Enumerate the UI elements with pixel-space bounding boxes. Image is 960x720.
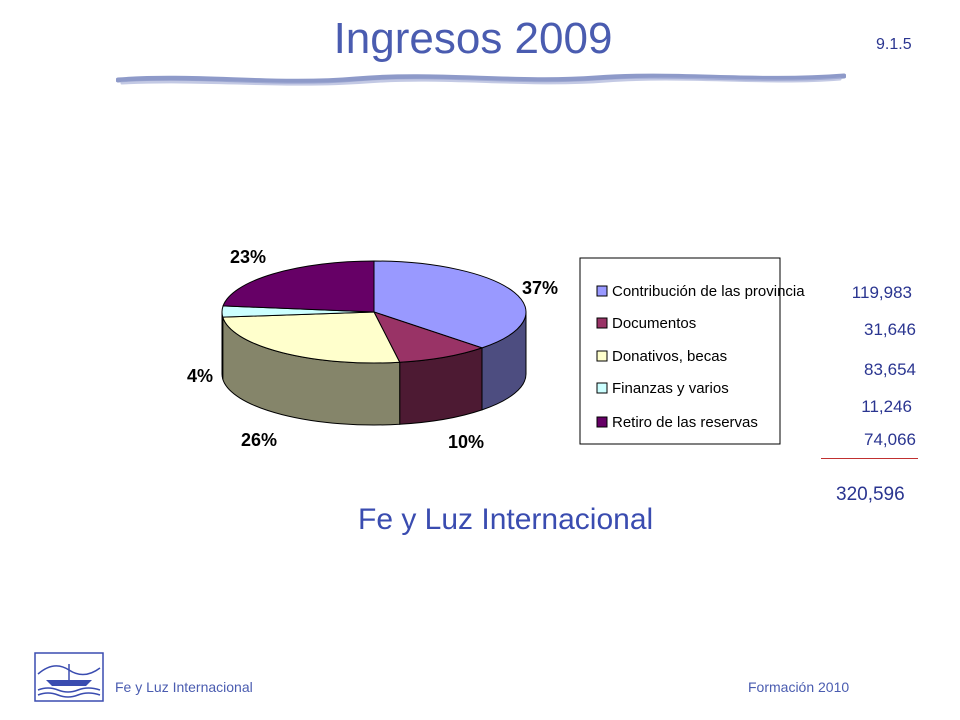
boat-logo-icon — [34, 652, 104, 702]
legend-swatch-3 — [596, 350, 608, 362]
percent-label-1: 37% — [522, 278, 558, 298]
legend-swatch-5 — [596, 416, 608, 428]
legend-swatch-2 — [596, 317, 608, 329]
chart-caption: Fe y Luz Internacional — [358, 503, 654, 536]
slice-side-4 — [221, 311, 224, 380]
pie-slice-3 — [222, 311, 401, 364]
value-label-2: 31,646 — [864, 320, 916, 339]
slide-number: 9.1.5 — [876, 36, 912, 53]
value-label-1: 119,983 — [851, 283, 912, 302]
legend-label-3: Donativos, becas — [612, 348, 727, 365]
percent-label-3: 26% — [241, 430, 277, 450]
legend-box — [579, 257, 781, 445]
percent-label-2: 10% — [448, 432, 484, 452]
legend-swatch-1 — [596, 285, 608, 297]
footer-course: Formación 2010 — [748, 679, 850, 695]
title-underline — [116, 73, 846, 86]
percent-labels: 37% 10% 26% 4% 23% — [187, 247, 558, 452]
value-label-4: 11,246 — [861, 397, 912, 416]
value-label-3: 83,654 — [864, 360, 916, 379]
total-underline — [821, 458, 918, 459]
percent-label-5: 23% — [230, 247, 266, 267]
pie-slice-1 — [373, 260, 527, 349]
legend: Contribución de las provincia Documentos D… — [596, 283, 805, 431]
legend-label-2: Documentos — [612, 315, 696, 332]
pie-slice-2 — [372, 311, 484, 363]
legend-label-1: Contribución de las provincia — [612, 283, 805, 300]
legend-label-5: Retiro de las reservas — [612, 414, 758, 431]
total-value: 320,596 — [836, 484, 905, 505]
value-label-5: 74,066 — [864, 430, 916, 449]
slide-title: Ingresos 2009 — [333, 14, 613, 63]
percent-label-4: 4% — [187, 366, 213, 386]
pie-slices — [221, 260, 527, 426]
legend-swatch-4 — [596, 382, 608, 394]
legend-label-4: Finanzas y varios — [612, 380, 729, 397]
footer-organization: Fe y Luz Internacional — [115, 679, 253, 695]
pie-slice-5 — [222, 260, 375, 313]
